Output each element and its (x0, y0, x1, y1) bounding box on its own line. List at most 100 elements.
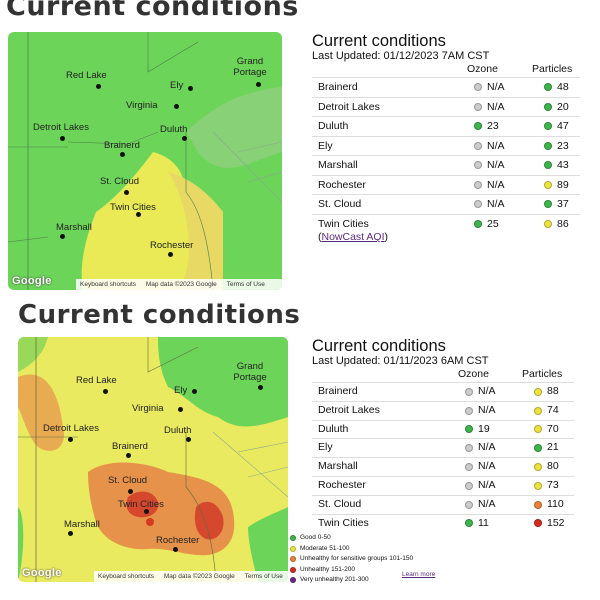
particles-indicator-icon (544, 219, 552, 228)
table-row: St. Cloud N/A 37 (312, 194, 580, 214)
map2-marker-red-lake[interactable] (103, 389, 108, 394)
ozone-cell: N/A (474, 78, 505, 97)
ozone-indicator-icon (474, 102, 482, 111)
ozone-indicator-icon (474, 200, 482, 209)
nowcast-link-wrap: (NowCast AQI) (318, 231, 580, 243)
ozone-indicator-icon (474, 219, 482, 228)
particles-value: 110 (547, 497, 564, 510)
map-marker-detroit-lakes[interactable] (60, 136, 65, 141)
city-name: Rochester (318, 478, 366, 491)
particles-indicator-icon (534, 387, 542, 396)
map-marker-virginia[interactable] (174, 104, 179, 109)
particles-indicator-icon (544, 102, 552, 111)
table-row: Rochester N/A 73 (312, 475, 574, 495)
ozone-indicator-icon (465, 463, 473, 472)
ozone-value: N/A (478, 385, 496, 397)
particles-cell: 86 (544, 215, 569, 234)
map-marker-duluth[interactable] (182, 136, 187, 141)
table-title: Current conditions (312, 32, 446, 50)
aqi-legend: Good 0-50 Moderate 51-100 Unhealthy for se… (290, 533, 590, 586)
map2-marker-rochester[interactable] (173, 547, 178, 552)
ozone-value: N/A (487, 159, 505, 171)
map-label-ely: Ely (170, 80, 184, 91)
map-marker-st-cloud[interactable] (124, 190, 129, 195)
map-data-credit-2: Map data ©2023 Google (163, 573, 235, 580)
map-marker-brainerd[interactable] (120, 152, 125, 157)
map-data-credit: Map data ©2023 Google (145, 281, 217, 288)
keyboard-shortcuts-link[interactable]: Keyboard shortcuts (80, 281, 137, 288)
page-title-top: Current conditions (6, 0, 299, 22)
ozone-indicator-icon (465, 519, 473, 528)
ozone-cell: N/A (465, 496, 496, 514)
particles-value: 80 (547, 460, 559, 473)
city-name: Duluth (318, 120, 349, 132)
map2-marker-brainerd[interactable] (126, 453, 131, 458)
ozone-cell: 19 (465, 421, 490, 439)
map2-marker-grand-portage[interactable] (258, 385, 263, 390)
table-row: Duluth 19 70 (312, 419, 574, 439)
ozone-value: N/A (487, 178, 505, 191)
city-name: Twin Cities (318, 217, 369, 230)
terms-of-use-link[interactable]: Terms of Use (226, 281, 265, 288)
legend-item: Very unhealthy 201-300 (290, 575, 590, 586)
map2-marker-ely[interactable] (192, 389, 197, 394)
map2-label-rochester: Rochester (156, 535, 200, 546)
aqi-map-top[interactable]: Red Lake Ely Grand Portage Virginia Detr… (8, 32, 282, 290)
ozone-indicator-icon (474, 122, 482, 131)
city-name: Twin Cities (318, 516, 369, 529)
particles-cell: 74 (534, 402, 559, 420)
map2-marker-duluth[interactable] (186, 437, 191, 442)
legend-items: Good 0-50 Moderate 51-100 Unhealthy for se… (290, 533, 590, 586)
ozone-header: Ozone (467, 63, 498, 75)
table-body-2: Brainerd N/A 88 Detroit Lakes N/A 74 Duluth 19 7… (312, 382, 574, 532)
map-surface (8, 32, 282, 290)
table-row: Duluth 23 47 (312, 116, 580, 136)
map-marker-twin-cities[interactable] (136, 212, 141, 217)
map2-marker-marshall[interactable] (68, 531, 73, 536)
conditions-table-bottom: Current conditions Last Updated: 01/11/2… (312, 337, 574, 532)
map-marker-rochester[interactable] (168, 252, 173, 257)
keyboard-shortcuts-link-2[interactable]: Keyboard shortcuts (98, 573, 155, 580)
legend-label: Unhealthy 151-200 (300, 565, 355, 573)
ozone-cell: N/A (465, 402, 496, 420)
ozone-value: 23 (487, 120, 499, 132)
city-name: Brainerd (318, 385, 358, 397)
map-label-twin-cities: Twin Cities (110, 202, 156, 213)
table-row: Marshall N/A 43 (312, 155, 580, 175)
ozone-indicator-icon (465, 500, 473, 509)
map2-marker-twin-cities[interactable] (144, 509, 149, 514)
map2-label-st-cloud: St. Cloud (108, 475, 148, 486)
map-marker-ely[interactable] (188, 86, 193, 91)
map-label-detroit-lakes: Detroit Lakes (33, 122, 89, 133)
map2-marker-virginia[interactable] (178, 407, 183, 412)
map-marker-marshall[interactable] (60, 234, 65, 239)
ozone-value: N/A (478, 478, 496, 491)
ozone-indicator-icon (465, 444, 473, 453)
particles-cell: 43 (544, 156, 569, 175)
conditions-table-top: Current conditions Last Updated: 01/12/2… (312, 32, 580, 243)
map2-marker-detroit-lakes[interactable] (68, 437, 73, 442)
map-marker-grand-portage[interactable] (256, 82, 261, 87)
map-label-duluth: Duluth (160, 124, 188, 135)
table-row: Brainerd N/A 88 (312, 382, 574, 401)
table-row: Rochester N/A 89 (312, 174, 580, 195)
last-updated: Last Updated: 01/12/2023 7AM CST (312, 50, 490, 62)
ozone-indicator-icon (474, 141, 482, 150)
map2-label-brainerd: Brainerd (112, 441, 148, 452)
nowcast-aqi-link[interactable]: NowCast AQI (321, 231, 385, 243)
learn-more-link[interactable]: Learn more (402, 571, 436, 578)
legend-label: Unhealthy for sensitive groups 101-150 (300, 555, 414, 562)
map-surface-2 (18, 337, 288, 582)
aqi-map-bottom[interactable]: Red Lake Ely Grand Portage Virginia Detr… (18, 337, 288, 582)
map-marker-red-lake[interactable] (96, 84, 101, 89)
ozone-value: N/A (478, 403, 496, 416)
terms-of-use-link-2[interactable]: Terms of Use (244, 573, 283, 580)
particles-value: 88 (547, 385, 559, 397)
city-name: Ely (318, 139, 333, 152)
map2-marker-st-cloud[interactable] (128, 489, 133, 494)
google-logo-2[interactable]: Google (22, 567, 62, 579)
ozone-value: N/A (487, 139, 505, 152)
google-logo[interactable]: Google (12, 275, 52, 287)
legend-swatch-icon (290, 577, 296, 584)
ozone-cell: N/A (465, 477, 496, 495)
